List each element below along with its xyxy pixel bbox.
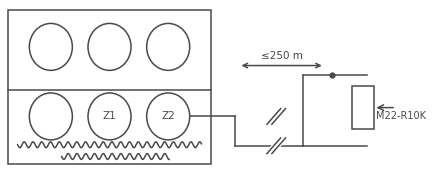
Ellipse shape xyxy=(146,93,190,140)
Text: ≤250 m: ≤250 m xyxy=(261,51,303,61)
Text: Z1: Z1 xyxy=(102,111,116,122)
Text: Z2: Z2 xyxy=(161,111,175,122)
Text: M22-R10K: M22-R10K xyxy=(377,111,426,121)
Bar xyxy=(8,10,211,164)
Ellipse shape xyxy=(29,23,72,70)
Ellipse shape xyxy=(88,23,131,70)
Bar xyxy=(352,86,374,129)
Ellipse shape xyxy=(146,23,190,70)
Ellipse shape xyxy=(29,93,72,140)
Ellipse shape xyxy=(88,93,131,140)
